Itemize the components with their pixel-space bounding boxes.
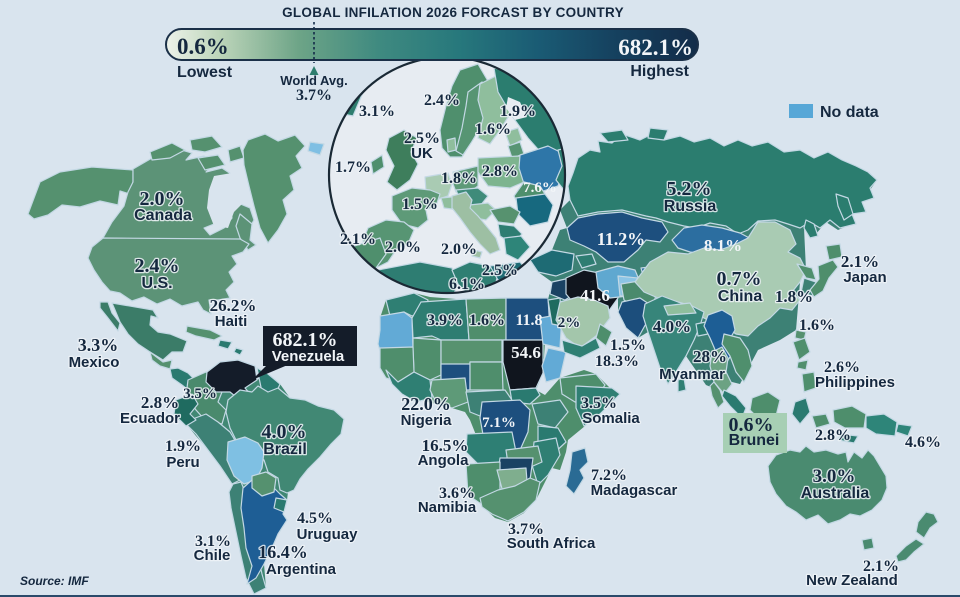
svg-text:Highest: Highest [630, 63, 689, 80]
svg-text:3.5%: 3.5% [183, 386, 217, 402]
svg-text:2.0%: 2.0% [140, 188, 185, 210]
svg-text:2.8%: 2.8% [141, 393, 179, 412]
svg-text:0.7%: 0.7% [717, 268, 762, 290]
svg-text:41.6: 41.6 [580, 286, 610, 305]
svg-text:South Africa: South Africa [507, 535, 596, 552]
svg-text:2.5%: 2.5% [482, 262, 518, 279]
svg-text:54.6: 54.6 [511, 343, 541, 362]
svg-text:Madagascar: Madagascar [591, 482, 678, 499]
svg-text:22.0%: 22.0% [401, 394, 451, 414]
svg-text:2.8%: 2.8% [815, 427, 851, 444]
svg-text:Chile: Chile [194, 547, 231, 564]
svg-text:Uruguay: Uruguay [297, 526, 359, 543]
svg-text:2.1%: 2.1% [340, 231, 376, 248]
svg-text:Japan: Japan [843, 269, 886, 286]
svg-text:1.5%: 1.5% [610, 337, 646, 354]
svg-text:1.7%: 1.7% [335, 159, 371, 176]
svg-text:16.5%: 16.5% [422, 436, 469, 455]
svg-text:U.S.: U.S. [141, 275, 172, 292]
svg-text:3.1%: 3.1% [195, 533, 231, 550]
svg-text:3.1%: 3.1% [359, 103, 395, 120]
svg-text:1.6%: 1.6% [799, 317, 835, 334]
svg-text:682.1%: 682.1% [618, 35, 693, 60]
svg-text:1.9%: 1.9% [165, 438, 201, 455]
svg-text:New Zealand: New Zealand [806, 572, 898, 589]
svg-text:Argentina: Argentina [266, 561, 337, 578]
svg-text:2.6%: 2.6% [824, 359, 860, 376]
svg-text:2.0%: 2.0% [441, 241, 477, 258]
svg-text:26.2%: 26.2% [210, 296, 257, 315]
svg-text:China: China [718, 288, 763, 305]
svg-text:682.1%: 682.1% [273, 329, 338, 351]
svg-text:Haiti: Haiti [215, 313, 248, 330]
svg-text:1.9%: 1.9% [500, 103, 536, 120]
svg-text:7.2%: 7.2% [591, 467, 627, 484]
svg-text:1.6%: 1.6% [469, 312, 505, 329]
svg-text:2.8%: 2.8% [482, 163, 518, 180]
svg-text:Nigeria: Nigeria [401, 412, 453, 429]
svg-text:0.6%: 0.6% [177, 34, 229, 59]
svg-text:11.2%: 11.2% [597, 229, 646, 249]
svg-text:2.4%: 2.4% [135, 255, 180, 277]
svg-text:3.3%: 3.3% [78, 335, 119, 355]
svg-text:Myanmar: Myanmar [659, 366, 725, 383]
svg-text:4.6%: 4.6% [905, 434, 941, 451]
svg-text:Canada: Canada [134, 207, 192, 224]
svg-text:2.4%: 2.4% [424, 92, 460, 109]
svg-text:Angola: Angola [418, 452, 469, 469]
svg-text:Source: IMF: Source: IMF [20, 574, 89, 588]
svg-text:2.0%: 2.0% [385, 239, 421, 256]
svg-text:2.1%: 2.1% [863, 558, 899, 575]
svg-text:7.1%: 7.1% [482, 415, 516, 431]
svg-text:UK: UK [411, 145, 433, 162]
svg-text:16.4%: 16.4% [258, 542, 308, 562]
svg-text:11.8: 11.8 [515, 312, 542, 329]
svg-text:GLOBAL INFILATION 2026 FORCAST: GLOBAL INFILATION 2026 FORCAST BY COUNTR… [282, 5, 624, 20]
svg-text:18.3%: 18.3% [595, 353, 639, 370]
svg-text:2%: 2% [558, 315, 581, 331]
svg-text:3.6%: 3.6% [439, 485, 475, 502]
svg-text:Venezuela: Venezuela [272, 348, 345, 365]
svg-text:Peru: Peru [166, 454, 199, 471]
svg-text:Namibia: Namibia [418, 499, 477, 516]
svg-text:1.5%: 1.5% [402, 196, 438, 213]
svg-text:3.5%: 3.5% [581, 395, 617, 412]
svg-text:Brazil: Brazil [263, 441, 307, 458]
svg-text:1.8%: 1.8% [441, 170, 477, 187]
svg-text:Russia: Russia [664, 198, 717, 215]
svg-text:1.8%: 1.8% [775, 287, 813, 306]
svg-text:1.6%: 1.6% [475, 121, 511, 138]
svg-text:Mexico: Mexico [69, 354, 120, 371]
svg-text:Lowest: Lowest [177, 64, 233, 81]
svg-text:World Avg.: World Avg. [280, 73, 347, 88]
svg-text:4.0%: 4.0% [262, 421, 307, 443]
svg-text:4.5%: 4.5% [297, 510, 333, 527]
svg-text:3.0%: 3.0% [813, 466, 856, 487]
svg-text:7.6%: 7.6% [523, 180, 557, 196]
svg-text:28%: 28% [693, 347, 727, 366]
svg-text:5.2%: 5.2% [667, 178, 712, 200]
svg-text:3.9%: 3.9% [427, 312, 463, 329]
svg-text:6.1%: 6.1% [449, 276, 485, 293]
svg-text:3.7%: 3.7% [508, 521, 544, 538]
svg-text:0.6%: 0.6% [729, 414, 774, 436]
svg-text:2.1%: 2.1% [841, 252, 879, 271]
svg-text:Somalia: Somalia [582, 410, 640, 427]
svg-text:No data: No data [820, 104, 879, 121]
svg-text:3.7%: 3.7% [296, 87, 332, 104]
svg-text:2.5%: 2.5% [404, 130, 440, 147]
svg-text:Philippines: Philippines [815, 374, 895, 391]
svg-text:Australia: Australia [801, 485, 870, 502]
svg-text:8.1%: 8.1% [704, 236, 742, 255]
svg-text:4.0%: 4.0% [653, 317, 691, 336]
svg-text:Brunei: Brunei [729, 432, 780, 449]
svg-text:Ecuador: Ecuador [120, 410, 180, 427]
